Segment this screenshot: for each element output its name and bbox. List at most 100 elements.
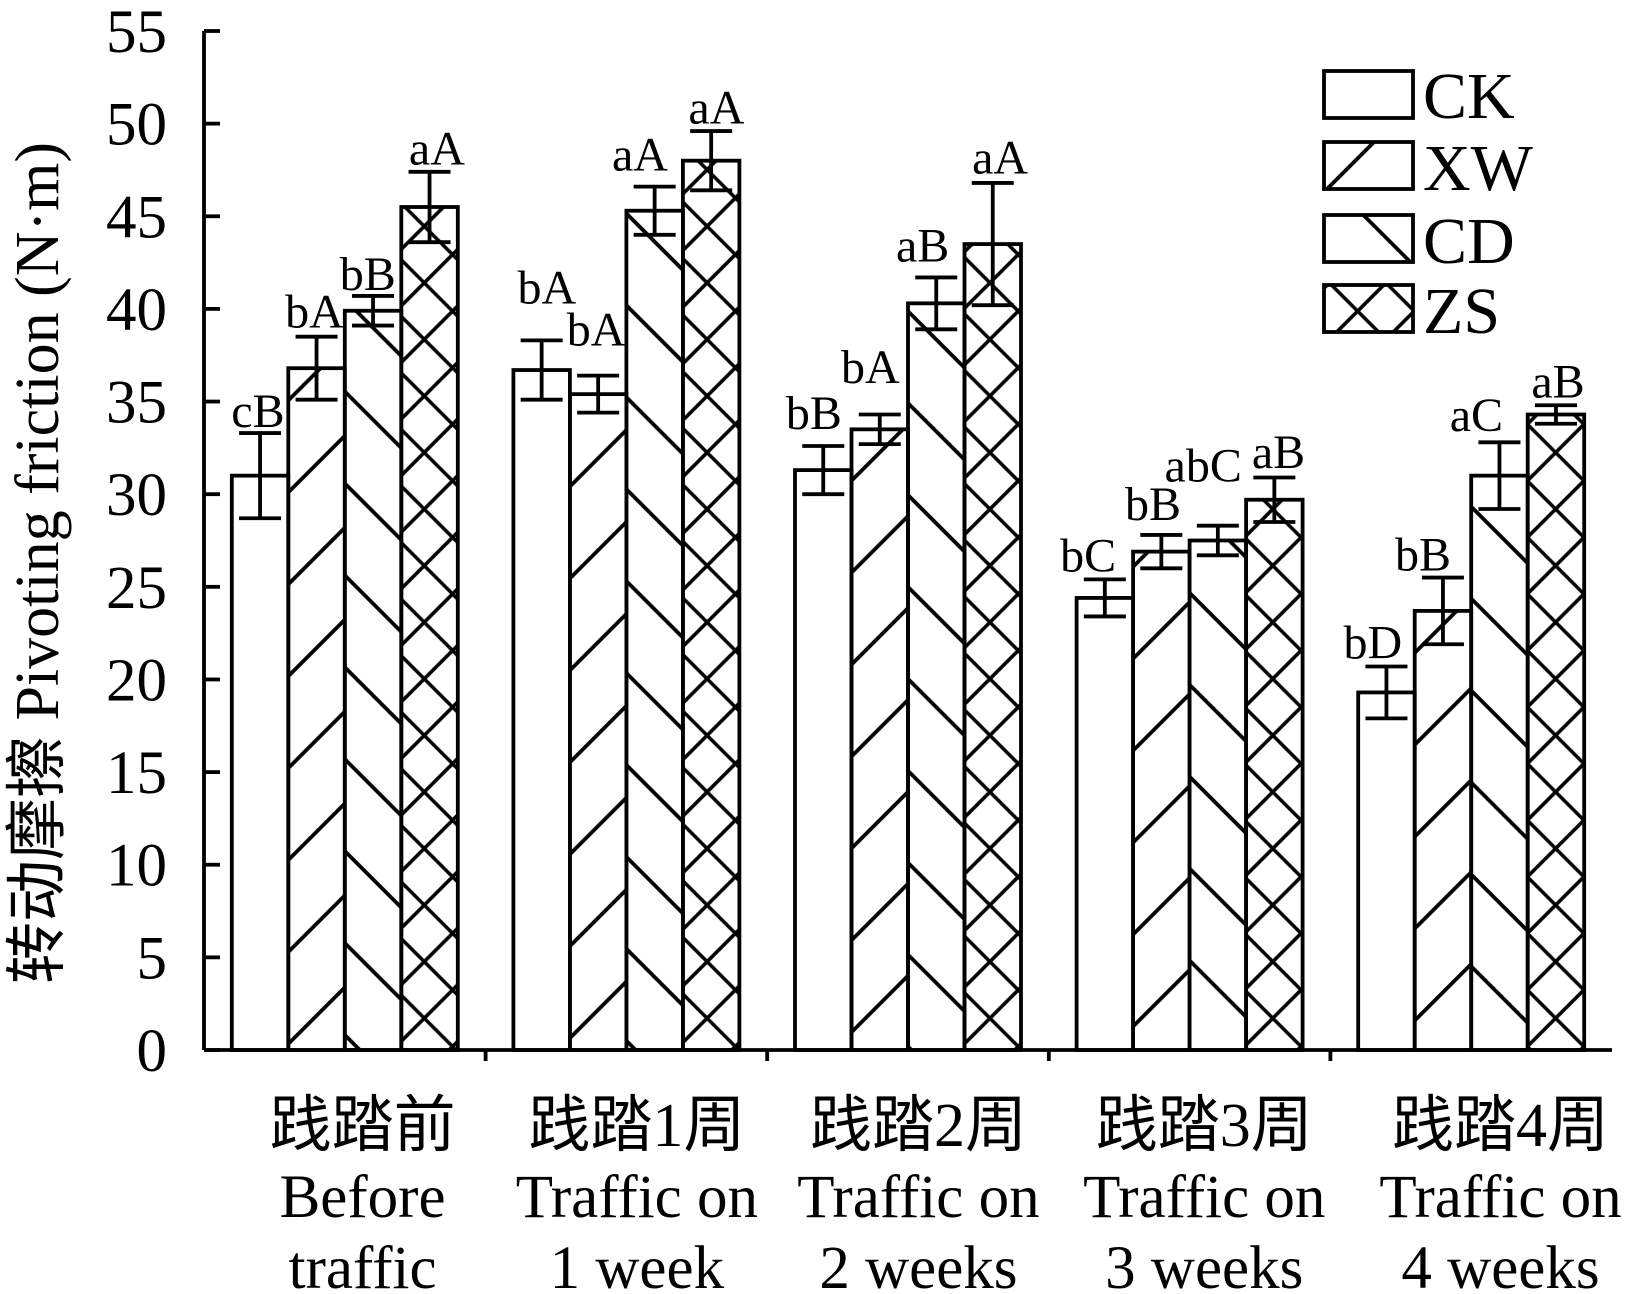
significance-label: aC (1450, 389, 1503, 442)
error-bar-zs-4 (1534, 403, 1577, 426)
error-bar-xw-3 (1140, 533, 1183, 571)
y-tick-label: 20 (106, 647, 167, 714)
significance-label: aA (612, 129, 668, 182)
significance-label: bB (340, 248, 396, 301)
significance-label: bD (1344, 616, 1403, 669)
error-bar-zs-1 (690, 129, 733, 193)
x-category-label-line: Traffic on (516, 1164, 758, 1231)
significance-label: aB (1531, 356, 1584, 409)
error-bar-zs-2 (971, 181, 1014, 308)
significance-label: bB (1125, 478, 1181, 531)
error-bar-ck-2 (802, 444, 845, 497)
x-category-label-line: traffic (289, 1235, 437, 1294)
significance-label: aB (896, 220, 949, 273)
significance-label: bA (518, 262, 577, 315)
legend-item-zs: ZS (1322, 275, 1500, 348)
bar-xw-1 (568, 392, 629, 1052)
error-bar-xw-0 (295, 334, 338, 402)
x-category-label-line: 3 weeks (1105, 1235, 1303, 1294)
error-bar-cd-2 (915, 275, 958, 332)
significance-label: bA (285, 286, 344, 339)
error-bar-cd-3 (1196, 523, 1239, 558)
y-tick-label: 30 (106, 462, 167, 529)
bar-zs-0 (399, 205, 460, 1052)
y-tick-label: 25 (106, 555, 167, 622)
x-category-label-line: 践踏1周 (528, 1092, 745, 1160)
legend-item-xw: XW (1322, 132, 1534, 205)
error-bar-xw-1 (577, 373, 620, 415)
error-bar-zs-3 (1253, 475, 1296, 524)
y-axis-title: 转动摩擦 Pivoting friction (N·m) (4, 142, 72, 984)
legend: CK XW CD ZS (1322, 60, 1534, 348)
bar-zs-3 (1244, 497, 1305, 1052)
error-bar-ck-3 (1083, 577, 1126, 619)
legend-item-cd: CD (1322, 205, 1515, 278)
significance-label: aA (972, 132, 1028, 185)
error-bar-cd-0 (352, 294, 395, 328)
bar-cd-3 (1187, 538, 1248, 1052)
legend-item-ck: CK (1322, 60, 1515, 133)
y-tick-label: 15 (106, 740, 167, 807)
significance-label: aA (688, 81, 744, 134)
x-category-label-line: Before (280, 1164, 446, 1231)
bar-ck-3 (1074, 596, 1135, 1052)
significance-label: bB (786, 387, 842, 440)
legend-swatch-zs (1322, 283, 1415, 334)
significance-label: bA (567, 303, 626, 356)
significance-label: bA (841, 341, 900, 394)
bar-xw-2 (849, 427, 910, 1052)
error-bar-ck-4 (1365, 664, 1408, 721)
bar-zs-2 (962, 242, 1023, 1052)
legend-label-ck: CK (1423, 60, 1515, 133)
x-category-label-line: 1 week (550, 1235, 725, 1294)
x-category-label-line: 2 weeks (819, 1235, 1017, 1294)
bar-cd-2 (906, 301, 967, 1052)
x-category-label-line: 践踏3周 (1096, 1092, 1313, 1160)
bar-xw-4 (1412, 609, 1474, 1052)
bar-ck-1 (511, 368, 572, 1052)
bar-xw-0 (286, 366, 347, 1052)
x-category-label-line: Traffic on (797, 1164, 1039, 1231)
error-bar-cd-4 (1478, 440, 1521, 511)
y-tick-label: 10 (106, 833, 167, 900)
x-category-label-line: 践踏前 (270, 1092, 456, 1160)
bar-cd-0 (342, 308, 404, 1052)
bar-zs-4 (1525, 412, 1587, 1052)
bar-ck-4 (1356, 690, 1417, 1052)
y-tick-label: 45 (106, 184, 167, 251)
significance-label: bC (1060, 529, 1116, 582)
y-tick-label: 55 (106, 0, 167, 66)
legend-swatch-xw (1322, 140, 1415, 191)
error-bar-ck-0 (239, 431, 282, 521)
error-bar-xw-4 (1421, 575, 1464, 647)
x-category-label-line: 践踏4周 (1392, 1092, 1609, 1160)
significance-label: abC (1165, 439, 1242, 492)
legend-swatch-cd (1322, 213, 1415, 264)
x-category-label-line: Traffic on (1083, 1164, 1325, 1231)
bar-ck-2 (793, 468, 854, 1052)
y-tick-label: 5 (137, 925, 168, 992)
y-tick-label: 40 (106, 277, 167, 344)
legend-label-zs: ZS (1423, 275, 1500, 348)
y-tick-label: 35 (106, 370, 167, 437)
legend-label-cd: CD (1423, 205, 1515, 278)
significance-label: cB (231, 385, 284, 438)
error-bar-ck-1 (520, 338, 563, 402)
error-bar-cd-1 (633, 184, 676, 237)
significance-label: bB (1395, 528, 1451, 581)
y-tick-label: 0 (137, 1018, 168, 1085)
legend-label-xw: XW (1423, 132, 1534, 205)
y-tick-label: 50 (106, 92, 167, 159)
x-category-label-line: 4 weeks (1401, 1235, 1599, 1294)
significance-label: aB (1252, 426, 1305, 479)
bar-zs-1 (681, 158, 742, 1052)
bar-cd-1 (624, 208, 685, 1052)
x-category-label-line: Traffic on (1379, 1164, 1621, 1231)
significance-label: aA (409, 122, 465, 175)
